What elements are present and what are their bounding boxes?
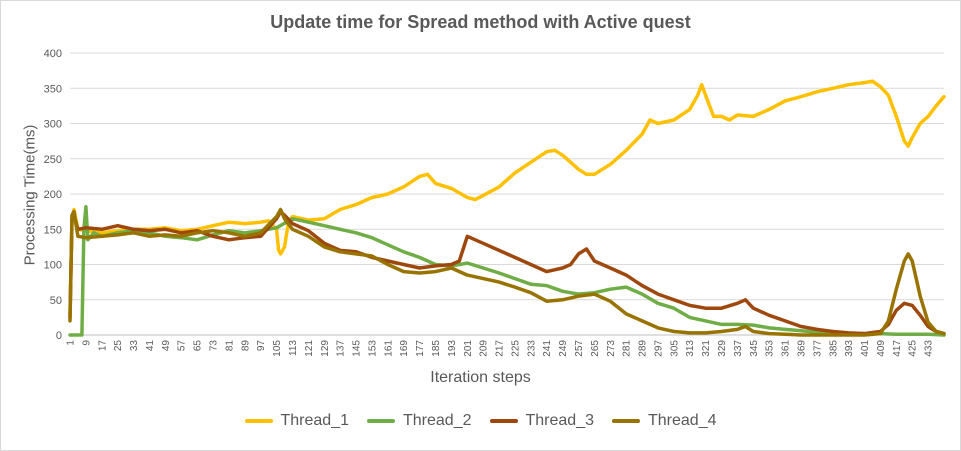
x-tick-label: 33 xyxy=(129,340,140,352)
legend-swatch-thread-4 xyxy=(612,419,640,423)
x-tick-label: 89 xyxy=(240,340,251,352)
legend-label-thread-1: Thread_1 xyxy=(280,412,350,429)
y-tick-label: 100 xyxy=(44,260,62,272)
x-tick-label: 169 xyxy=(399,340,410,357)
x-tick-label: 81 xyxy=(224,340,235,352)
x-tick-label: 377 xyxy=(812,340,823,357)
x-tick-label: 233 xyxy=(526,340,537,357)
x-tick-label: 225 xyxy=(510,340,521,357)
x-tick-label: 185 xyxy=(431,340,442,357)
series-line-thread-4 xyxy=(68,207,946,337)
legend-swatch-thread-3 xyxy=(489,419,518,423)
legend-label-thread-3: Thread_3 xyxy=(525,412,595,429)
legend-label-thread-2: Thread_2 xyxy=(403,412,472,429)
x-tick-label: 137 xyxy=(336,340,347,357)
x-tick-label: 209 xyxy=(479,340,490,357)
x-tick-label: 1 xyxy=(66,340,77,346)
x-tick-label: 145 xyxy=(352,340,363,357)
x-tick-label: 353 xyxy=(765,340,776,357)
series-line-thread-1 xyxy=(68,79,946,316)
y-tick-label: 200 xyxy=(44,189,62,201)
y-tick-label: 150 xyxy=(44,224,62,236)
x-tick-label: 337 xyxy=(733,340,744,357)
x-tick-label: 329 xyxy=(717,340,728,357)
x-tick-label: 177 xyxy=(415,340,426,357)
x-tick-label: 361 xyxy=(781,340,792,357)
x-tick-label: 121 xyxy=(304,340,315,357)
x-tick-label: 193 xyxy=(447,340,458,357)
legend: Thread_1 Thread_2 Thread_3 Thread_4 xyxy=(0,412,961,430)
legend-label-thread-4: Thread_4 xyxy=(648,412,717,429)
x-tick-label: 65 xyxy=(193,340,204,352)
x-tick-label: 201 xyxy=(463,340,474,357)
x-axis-label: Iteration steps xyxy=(430,369,531,386)
x-tick-label: 161 xyxy=(383,340,394,357)
x-tick-label: 97 xyxy=(256,340,267,352)
chart-title: Update time for Spread method with Activ… xyxy=(270,12,691,32)
x-tick-label: 273 xyxy=(606,340,617,357)
x-tick-label: 305 xyxy=(669,340,680,357)
y-tick-label: 0 xyxy=(56,330,62,342)
x-tick-label: 385 xyxy=(828,340,839,357)
x-tick-label: 265 xyxy=(590,340,601,357)
x-tick-label: 417 xyxy=(892,340,903,357)
x-tick-label: 9 xyxy=(81,340,92,346)
y-tick-label: 250 xyxy=(44,154,62,166)
x-tick-label: 321 xyxy=(701,340,712,357)
legend-item-thread-1: Thread_1 xyxy=(244,412,350,430)
x-tick-label: 57 xyxy=(177,340,188,352)
series-line-thread-2 xyxy=(68,204,946,337)
x-tick-label: 425 xyxy=(908,340,919,357)
x-tick-label: 409 xyxy=(876,340,887,357)
x-tick-label: 17 xyxy=(97,340,108,352)
x-tick-label: 249 xyxy=(558,340,569,357)
x-tick-label: 313 xyxy=(685,340,696,357)
x-tick-label: 257 xyxy=(574,340,585,357)
x-tick-label: 401 xyxy=(860,340,871,357)
x-tick-label: 73 xyxy=(209,340,220,352)
x-tick-label: 289 xyxy=(638,340,649,357)
x-tick-label: 345 xyxy=(749,340,760,357)
y-tick-label: 350 xyxy=(44,83,62,95)
x-tick-label: 49 xyxy=(161,340,172,352)
x-tick-label: 41 xyxy=(145,340,156,352)
x-tick-label: 25 xyxy=(113,340,124,352)
legend-item-thread-2: Thread_2 xyxy=(367,412,472,430)
legend-swatch-thread-1 xyxy=(244,419,273,423)
y-tick-label: 50 xyxy=(50,295,62,307)
x-tick-label: 153 xyxy=(367,340,378,357)
x-tick-label: 297 xyxy=(653,340,664,357)
x-tick-label: 281 xyxy=(622,340,633,357)
x-tick-label: 129 xyxy=(320,340,331,357)
x-tick-label: 113 xyxy=(288,340,299,356)
y-tick-label: 400 xyxy=(44,48,62,60)
x-tick-label: 241 xyxy=(542,340,553,357)
x-tick-label: 105 xyxy=(272,340,283,357)
y-tick-label: 300 xyxy=(44,119,62,131)
legend-swatch-thread-2 xyxy=(367,419,395,423)
x-tick-label: 369 xyxy=(796,340,807,357)
legend-item-thread-3: Thread_3 xyxy=(489,412,595,430)
x-tick-label: 393 xyxy=(844,340,855,357)
x-tick-label: 217 xyxy=(495,340,506,357)
x-tick-label: 433 xyxy=(924,340,935,357)
legend-item-thread-4: Thread_4 xyxy=(612,412,717,430)
